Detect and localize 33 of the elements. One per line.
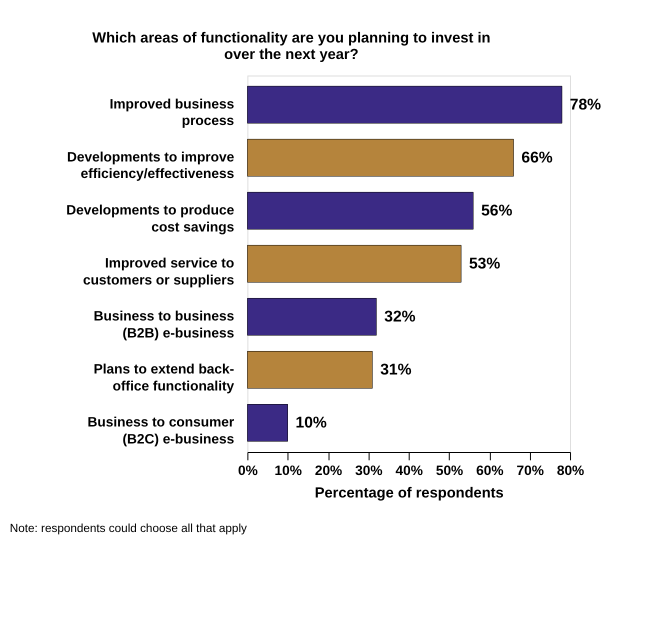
x-tick-label: 60% — [476, 462, 504, 478]
x-tick-label: 10% — [274, 462, 302, 478]
x-axis-title: Percentage of respondents — [314, 485, 504, 502]
data-label: 78% — [570, 96, 602, 114]
bar — [247, 298, 377, 336]
x-tick-label: 70% — [516, 462, 544, 478]
x-tick-label: 50% — [436, 462, 464, 478]
y-tick-label: Developments to improve efficiency/effectiveness — [67, 150, 235, 182]
bar — [247, 138, 514, 177]
bar — [247, 86, 562, 124]
y-tick-label: Developments to produce cost savings — [66, 202, 235, 234]
bar — [247, 350, 373, 389]
y-tick-label: Improved service to customers or suppliers — [82, 256, 235, 288]
bar — [247, 192, 474, 230]
y-tick-label: Improved business process — [110, 96, 235, 128]
x-tick-label: 0% — [238, 462, 258, 478]
x-tick-label: 80% — [556, 462, 584, 478]
y-tick-label: Business to business (B2B) e-business — [94, 308, 235, 340]
data-label: 66% — [521, 150, 553, 167]
x-tick-label: 20% — [314, 462, 342, 478]
bar — [247, 404, 288, 442]
data-label: 10% — [296, 414, 327, 432]
data-label: 53% — [468, 256, 500, 273]
text: Note: respondents could choose all that apply — [10, 522, 248, 536]
x-tick-label: 40% — [396, 462, 423, 478]
data-label: 31% — [380, 362, 412, 379]
chart-title: Which areas of functionality are you planning to invest in over the next year? — [92, 30, 491, 63]
y-tick-label: Business to consumer (B2C) e-business — [88, 414, 235, 446]
data-label: 56% — [481, 202, 512, 220]
y-tick-label: Plans to extend back-office functionality — [94, 362, 235, 394]
bar — [247, 244, 462, 283]
data-label: 32% — [384, 308, 416, 326]
x-tick-label: 30% — [355, 462, 383, 478]
